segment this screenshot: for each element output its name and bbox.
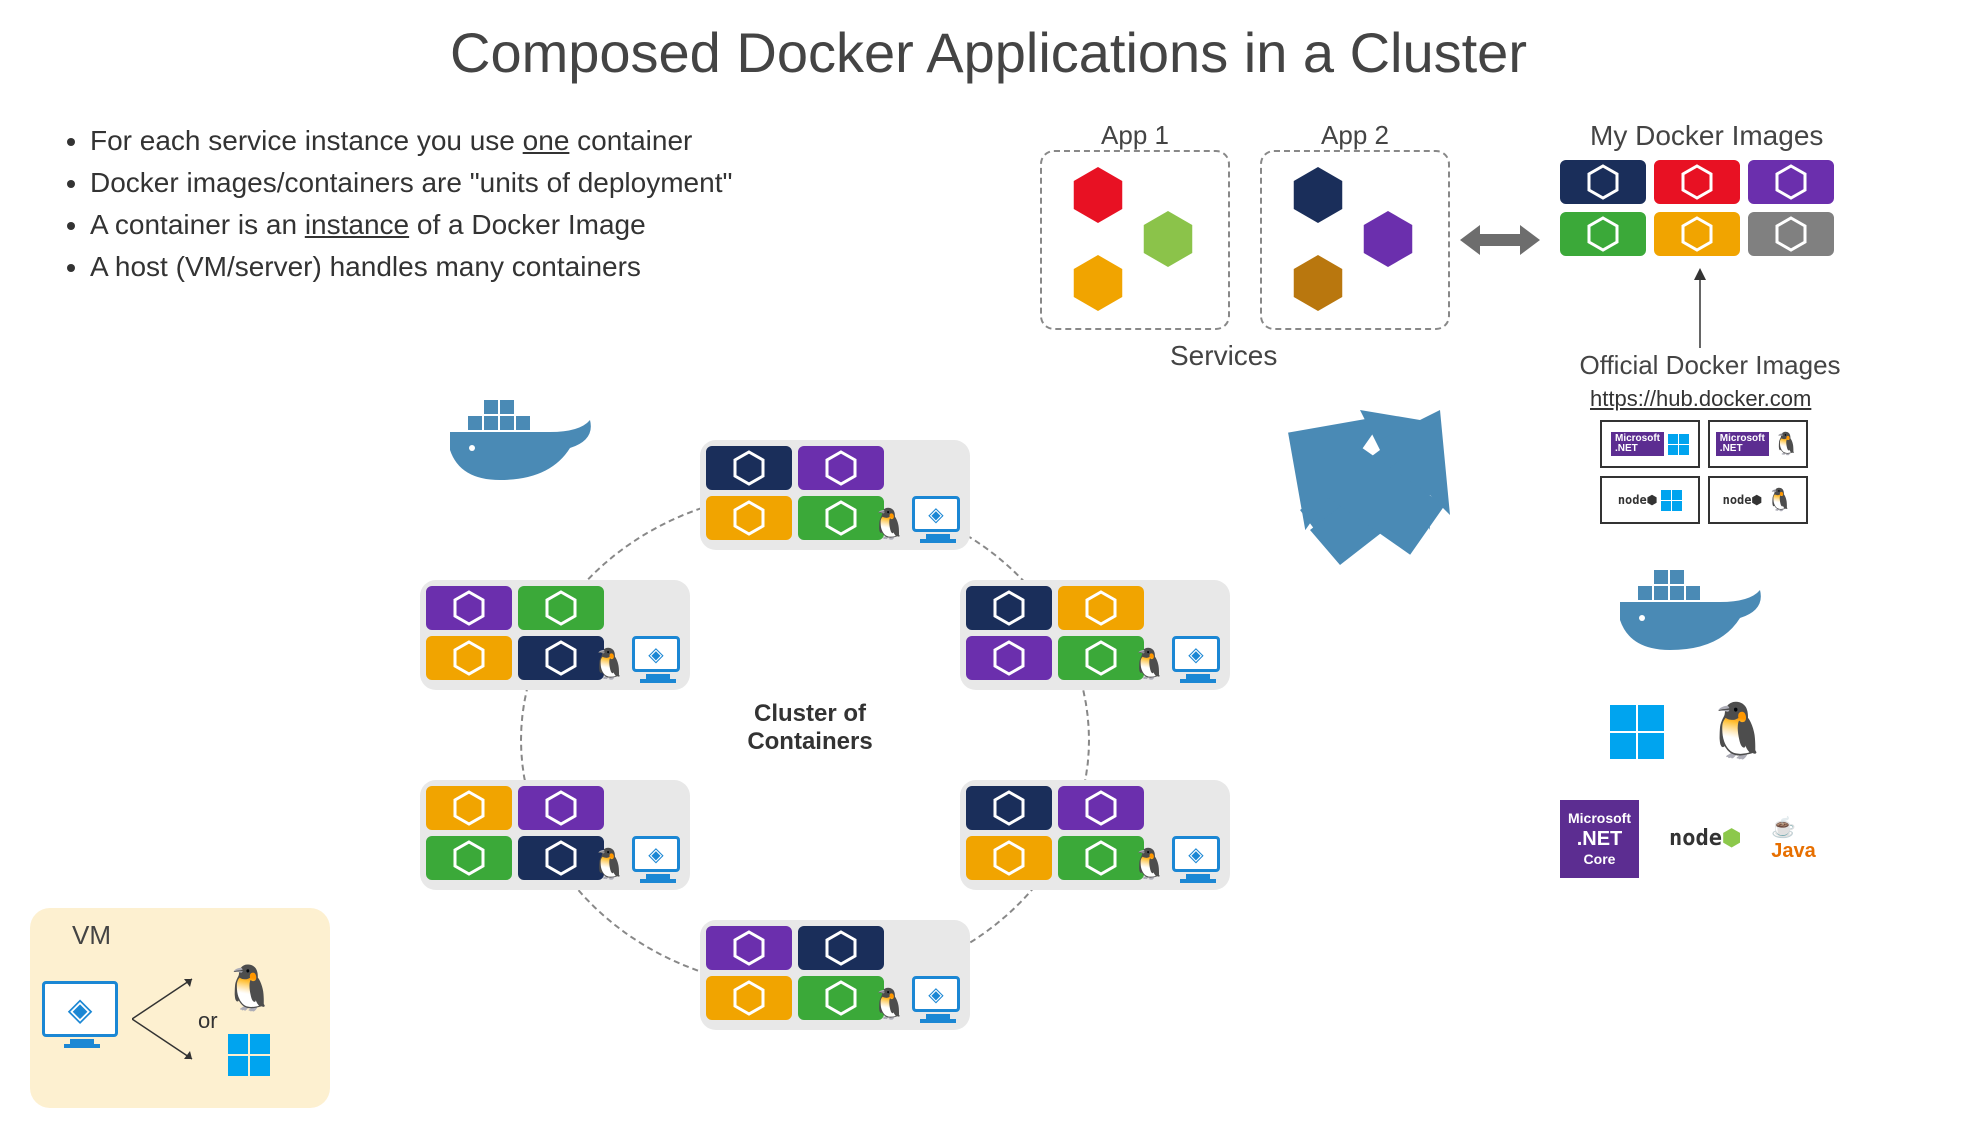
service-hex-icon (1070, 255, 1130, 315)
netcore-icon: Microsoft.NETCore (1560, 800, 1639, 878)
service-hex-icon (1360, 211, 1420, 271)
service-hex-icon (1140, 211, 1200, 271)
host-monitor-icon: ◈ (1172, 836, 1224, 886)
cluster-host: 🐧◈ (960, 780, 1230, 890)
container-image (1058, 586, 1144, 630)
cluster-host: 🐧◈ (700, 920, 970, 1030)
or-label: or (198, 1008, 218, 1034)
container-image (706, 976, 792, 1020)
bullet-3: A container is an instance of a Docker I… (90, 204, 732, 246)
official-images-title: Official Docker Images (1560, 350, 1860, 381)
service-hex-icon (1290, 255, 1350, 315)
container-image (426, 586, 512, 630)
vm-label: VM (72, 920, 318, 951)
host-monitor-icon: ◈ (1172, 636, 1224, 686)
cluster-label: Cluster of Containers (740, 700, 880, 756)
linux-icon: 🐧 (871, 507, 908, 542)
container-image (518, 586, 604, 630)
app2-label: App 2 (1262, 120, 1448, 151)
page-title: Composed Docker Applications in a Cluste… (0, 20, 1977, 85)
container-image (966, 636, 1052, 680)
container-image (966, 836, 1052, 880)
linux-icon: 🐧 (591, 847, 628, 882)
bullet-4: A host (VM/server) handles many containe… (90, 246, 732, 288)
docker-hub-link[interactable]: https://hub.docker.com (1590, 386, 1811, 412)
container-image (706, 926, 792, 970)
java-icon: ☕Java (1771, 815, 1816, 863)
windows-icon (228, 1034, 270, 1076)
app2-box: App 2 (1260, 150, 1450, 330)
service-hex-icon (1290, 167, 1350, 227)
bullet-1: For each service instance you use one co… (90, 120, 732, 162)
big-arrow-icon (1260, 390, 1480, 590)
official-image-card: node⬢🐧 (1708, 476, 1808, 524)
container-image (1748, 160, 1834, 204)
cluster-host: 🐧◈ (420, 780, 690, 890)
container-image (798, 446, 884, 490)
host-monitor-icon: ◈ (632, 836, 684, 886)
bullet-2: Docker images/containers are "units of d… (90, 162, 732, 204)
cluster-host: 🐧◈ (700, 440, 970, 550)
docker-whale-icon-2 (1610, 560, 1770, 670)
vm-box: VM ◈ 🐧 or (30, 908, 330, 1108)
my-images-title: My Docker Images (1590, 120, 1823, 152)
container-image (706, 496, 792, 540)
vm-monitor-icon: ◈ (42, 981, 122, 1057)
linux-icon: 🐧 (871, 987, 908, 1022)
bullet-list: For each service instance you use one co… (60, 120, 732, 288)
linux-icon: 🐧 (1131, 647, 1168, 682)
up-arrow-icon (1690, 268, 1710, 348)
container-image (1058, 786, 1144, 830)
service-hex-icon (1070, 167, 1130, 227)
host-monitor-icon: ◈ (912, 976, 964, 1026)
container-image (1654, 212, 1740, 256)
linux-icon: 🐧 (1704, 700, 1771, 763)
container-image (1748, 212, 1834, 256)
host-monitor-icon: ◈ (632, 636, 684, 686)
official-image-card: Microsoft.NET🐧 (1708, 420, 1808, 468)
container-image (706, 446, 792, 490)
app1-label: App 1 (1042, 120, 1228, 151)
container-image (518, 786, 604, 830)
container-image (798, 926, 884, 970)
container-image (426, 836, 512, 880)
container-image (1560, 160, 1646, 204)
my-images-grid (1560, 160, 1838, 260)
container-image (966, 586, 1052, 630)
official-images-grid: Microsoft.NETMicrosoft.NET🐧node⬢node⬢🐧 (1600, 420, 1808, 524)
windows-icon (1610, 705, 1664, 759)
docker-whale-icon (440, 390, 600, 500)
tech-row: Microsoft.NETCore node⬢ ☕Java (1560, 800, 1816, 878)
linux-icon: 🐧 (1131, 847, 1168, 882)
container-image (1654, 160, 1740, 204)
official-image-card: node⬢ (1600, 476, 1700, 524)
cluster-host: 🐧◈ (960, 580, 1230, 690)
app1-box: App 1 (1040, 150, 1230, 330)
double-arrow-icon (1460, 220, 1540, 260)
container-image (426, 636, 512, 680)
host-monitor-icon: ◈ (912, 496, 964, 546)
linux-icon: 🐧 (222, 962, 277, 1014)
container-image (966, 786, 1052, 830)
container-image (1560, 212, 1646, 256)
linux-icon: 🐧 (591, 647, 628, 682)
official-image-card: Microsoft.NET (1600, 420, 1700, 468)
nodejs-icon: node⬢ (1669, 826, 1741, 851)
cluster-host: 🐧◈ (420, 580, 690, 690)
services-label: Services (1170, 340, 1277, 372)
container-image (426, 786, 512, 830)
